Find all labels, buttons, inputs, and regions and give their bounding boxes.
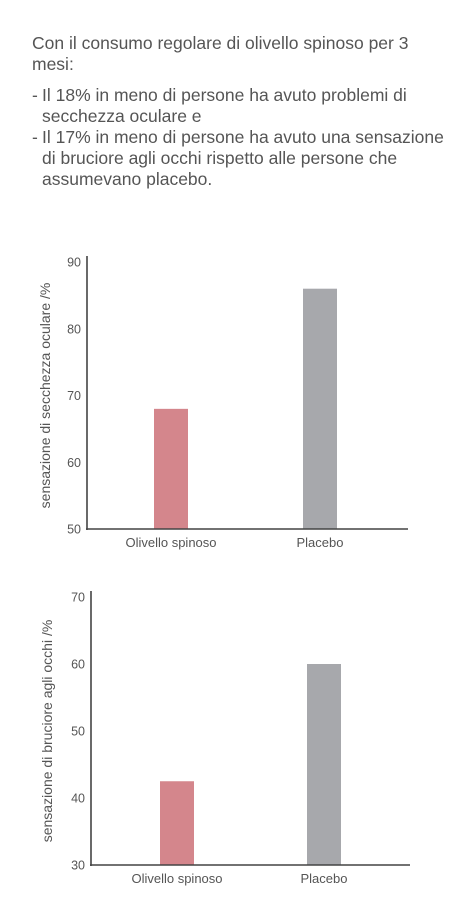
x-tick-label-olivello-spinoso: Olivello spinoso bbox=[131, 871, 222, 886]
y-tick-label-30: 30 bbox=[71, 859, 85, 873]
x-tick-label-placebo: Placebo bbox=[297, 535, 344, 550]
y-tick-label-50: 50 bbox=[67, 523, 81, 537]
intro-point-dryness: Il 18% in meno di persone ha avuto probl… bbox=[32, 85, 452, 127]
y-tick-label-50: 50 bbox=[71, 725, 85, 739]
intro-points: Il 18% in meno di persone ha avuto probl… bbox=[32, 85, 452, 190]
y-tick-label-40: 40 bbox=[71, 792, 85, 806]
x-tick-label-olivello-spinoso: Olivello spinoso bbox=[125, 535, 216, 550]
x-tick-label-placebo: Placebo bbox=[301, 871, 348, 886]
bar-olivello-spinoso bbox=[154, 408, 188, 529]
intro-lead: Con il consumo regolare di olivello spin… bbox=[32, 33, 409, 74]
bar-placebo bbox=[303, 288, 337, 529]
intro-point-burning: Il 17% in meno di persone ha avuto una s… bbox=[32, 127, 452, 190]
y-tick-label-70: 70 bbox=[67, 389, 81, 403]
y-tick-label-70: 70 bbox=[71, 591, 85, 605]
y-tick-label-80: 80 bbox=[67, 322, 81, 336]
y-tick-label-90: 90 bbox=[67, 256, 81, 270]
y-tick-label-60: 60 bbox=[71, 658, 85, 672]
intro-text: Con il consumo regolare di olivello spin… bbox=[32, 33, 452, 190]
y-axis-label: sensazione di bruciore agli occhi /% bbox=[39, 620, 55, 843]
burning-bar-chart: 30 40 50 60 70 Olivello spinoso Placebo sensazi… bbox=[39, 591, 410, 886]
bar-olivello-spinoso bbox=[160, 781, 194, 865]
y-axis-label: sensazione di secchezza oculare /% bbox=[37, 283, 53, 509]
bar-placebo bbox=[307, 664, 341, 865]
dryness-bar-chart: 50 60 70 80 90 Olivello spinoso Placebo sensazi… bbox=[37, 256, 408, 550]
y-tick-label-60: 60 bbox=[67, 456, 81, 470]
